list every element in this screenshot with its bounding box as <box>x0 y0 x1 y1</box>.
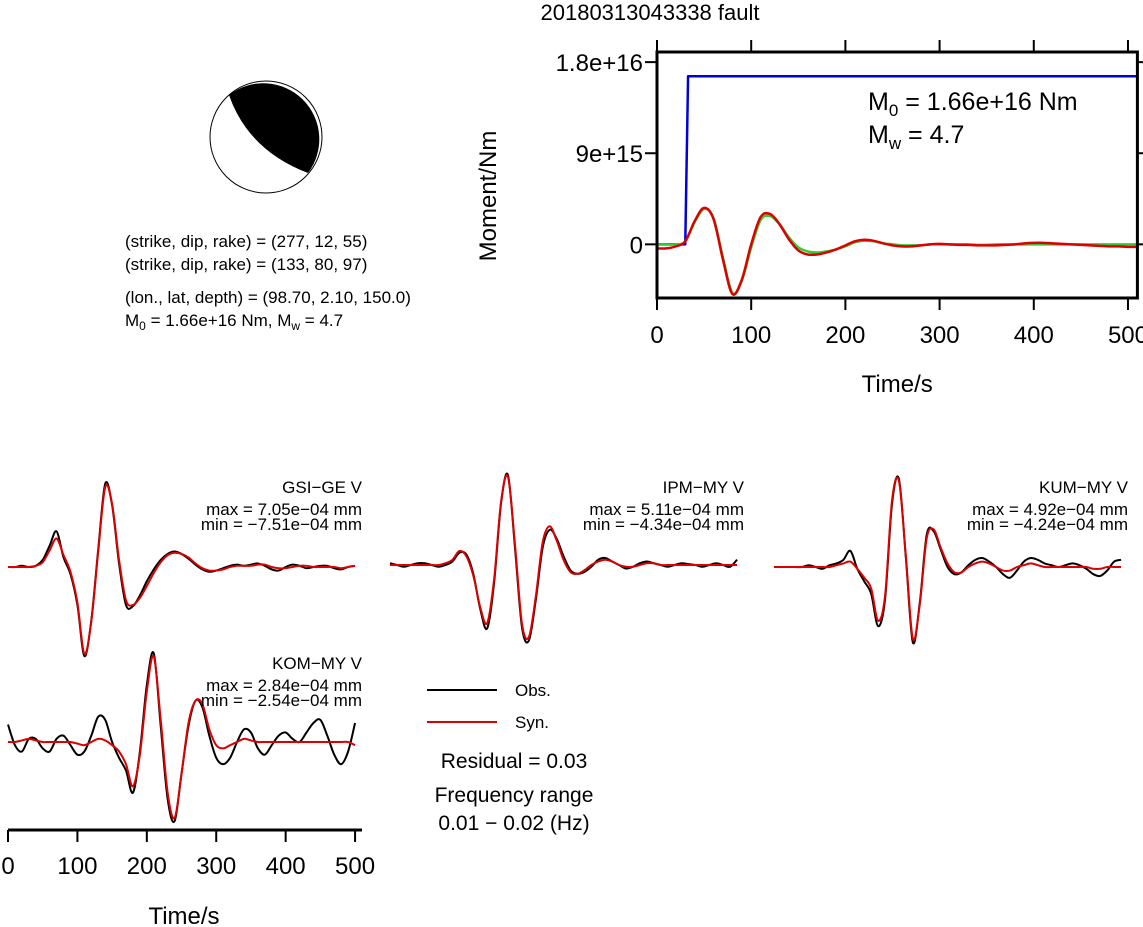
max-label: max = 7.05e−04 mm <box>206 500 362 519</box>
station-label: KUM−MY V <box>1039 478 1129 497</box>
x-tick-label: 200 <box>825 322 865 349</box>
frequency-label: Frequency range <box>435 784 594 807</box>
x-tick-label: 500 <box>335 853 375 880</box>
legend-label: Obs. <box>515 681 551 700</box>
text: M <box>125 311 139 330</box>
synthetic-trace <box>7 654 356 820</box>
min-label: min = −4.34e−04 mm <box>583 515 744 534</box>
y-axis-label: Moment/Nm <box>475 131 502 262</box>
x-axis-label: Time/s <box>862 371 933 398</box>
x-tick-label: 0 <box>1 853 14 880</box>
x-tick-label: 100 <box>57 853 97 880</box>
max-label: max = 4.92e−04 mm <box>972 500 1128 519</box>
beachball-compression <box>229 83 320 173</box>
station-label: IPM−MY V <box>663 478 745 497</box>
plot-area <box>657 75 1138 296</box>
plot-frame <box>655 50 1139 300</box>
residual-label: Residual = 0.03 <box>441 750 588 773</box>
max-label: max = 5.11e−04 mm <box>589 500 744 519</box>
observed-trace <box>389 472 738 644</box>
x-tick-label: 300 <box>196 853 236 880</box>
x-tick-label: 400 <box>266 853 306 880</box>
x-tick-label: 200 <box>127 853 167 880</box>
station-label: KOM−MY V <box>272 654 363 673</box>
min-label: min = −2.54e−04 mm <box>201 691 362 710</box>
text: = 4.7 <box>300 311 343 330</box>
subscript: w <box>290 319 300 333</box>
moment-rate-line <box>657 206 1138 296</box>
synthetic-trace <box>8 483 356 655</box>
legend-label: Syn. <box>515 713 549 732</box>
figure-title: 20180313043338 fault <box>541 0 760 25</box>
text: M <box>277 311 291 330</box>
text: = 1.66e+16 Nm, <box>146 311 277 330</box>
symbol: M <box>868 88 889 116</box>
y-tick-label: 9e+15 <box>576 141 643 168</box>
symbol: M <box>868 121 889 149</box>
x-axis-label: Time/s <box>148 903 219 927</box>
max-label: max = 2.84e−04 mm <box>206 676 362 695</box>
station-label: GSI−GE V <box>282 478 362 497</box>
annotation: M0 = 1.66e+16 Nm <box>868 88 1078 120</box>
subscript: 0 <box>139 319 146 333</box>
x-tick-label: 0 <box>650 322 663 349</box>
x-tick-label: 500 <box>1108 322 1143 349</box>
y-tick-label: 0 <box>630 232 643 259</box>
synthetic-trace <box>389 474 738 640</box>
subscript: 0 <box>889 101 898 120</box>
moment-info: M0 = 1.66e+16 Nm, Mw = 4.7 <box>125 311 343 333</box>
hypocenter: (lon., lat, depth) = (98.70, 2.10, 150.0… <box>125 288 411 307</box>
x-tick-label: 100 <box>731 322 771 349</box>
x-tick-label: 400 <box>1014 322 1054 349</box>
synthetic-trace <box>774 476 1122 642</box>
subscript: w <box>888 134 902 153</box>
x-tick-label: 300 <box>920 322 960 349</box>
annotation-text: = 1.66e+16 Nm <box>898 88 1077 116</box>
min-label: min = −4.24e−04 mm <box>967 515 1128 534</box>
frequency-label: 0.01 − 0.02 (Hz) <box>438 812 589 835</box>
y-tick-label: 1.8e+16 <box>556 50 643 77</box>
annotation: Mw = 4.7 <box>868 121 964 153</box>
nodal-plane-2: (strike, dip, rake) = (133, 80, 97) <box>125 255 367 274</box>
moment-chart: 0 9e+15 1.8e+16 0 100 200 300 400 500 Time/s Momen… <box>475 40 1143 398</box>
nodal-plane-1: (strike, dip, rake) = (277, 12, 55) <box>125 232 367 251</box>
annotation-text: = 4.7 <box>901 121 964 149</box>
min-label: min = −7.51e−04 mm <box>201 515 362 534</box>
beachball <box>209 80 323 194</box>
